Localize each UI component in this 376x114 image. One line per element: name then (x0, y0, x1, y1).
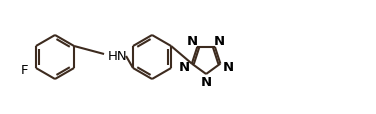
Text: N: N (214, 35, 225, 47)
Text: N: N (179, 60, 190, 73)
Text: N: N (187, 35, 198, 47)
Text: F: F (20, 63, 28, 76)
Text: N: N (223, 60, 233, 73)
Text: HN: HN (108, 50, 128, 63)
Text: N: N (200, 76, 212, 89)
